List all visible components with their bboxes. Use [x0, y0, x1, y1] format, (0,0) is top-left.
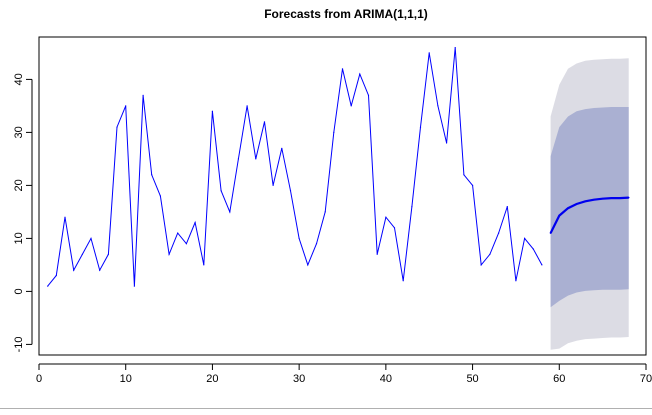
observed-point: [489, 253, 491, 255]
prediction-bands: [550, 58, 629, 350]
x-tick-label: 70: [640, 373, 652, 385]
observed-point: [64, 216, 66, 218]
observed-point: [55, 274, 57, 277]
forecast-point: [627, 196, 630, 199]
observed-point: [159, 195, 161, 197]
y-tick-label: 0: [13, 288, 25, 294]
divider: [0, 408, 652, 409]
observed-point: [472, 184, 474, 186]
observed-point: [73, 269, 75, 271]
observed-point: [90, 237, 92, 239]
observed-point: [419, 126, 422, 128]
observed-point: [376, 253, 378, 255]
observed-point: [506, 206, 508, 208]
observed-point: [411, 206, 413, 208]
observed-point: [498, 232, 500, 234]
observed-point: [177, 232, 179, 234]
observed-point: [341, 68, 344, 70]
observed-point: [125, 105, 127, 107]
series-layer: [47, 47, 630, 287]
observed-point: [454, 47, 456, 49]
observed-point: [541, 264, 543, 266]
forecast-point: [584, 200, 587, 203]
observed-point: [298, 237, 300, 239]
chart-title: Forecasts from ARIMA(1,1,1): [264, 7, 428, 21]
observed-point: [237, 158, 239, 160]
observed-point: [133, 285, 135, 287]
observed-point: [151, 174, 153, 176]
forecast-point: [619, 197, 621, 199]
y-tick-label: 30: [13, 126, 25, 138]
observed-point: [185, 243, 187, 245]
x-tick-label: 60: [553, 373, 565, 385]
observed-point: [532, 248, 534, 250]
observed-point: [194, 221, 196, 224]
observed-point: [142, 94, 144, 96]
x-tick-label: 40: [380, 373, 392, 385]
forecast-point: [575, 203, 578, 205]
observed-point: [272, 184, 274, 186]
forecast-point: [567, 207, 569, 209]
y-axis: -10 0 10 20 30 40: [13, 73, 33, 352]
forecast-point: [610, 197, 613, 199]
observed-point: [203, 264, 205, 266]
observed-point: [47, 285, 49, 287]
observed-point: [307, 264, 309, 266]
observed-point: [446, 142, 448, 144]
observed-point: [367, 94, 370, 96]
observed-point: [99, 269, 101, 271]
observed-point: [324, 211, 326, 213]
observed-point: [437, 105, 439, 107]
observed-point: [428, 52, 430, 54]
observed-point: [350, 105, 352, 107]
observed-point: [402, 280, 404, 282]
observed-point: [116, 126, 118, 128]
observed-point: [515, 280, 517, 282]
y-tick-label: -10: [13, 336, 25, 352]
plot-frame: [38, 36, 647, 356]
band-80: [550, 107, 629, 308]
forecast-point: [558, 214, 561, 217]
x-tick-label: 0: [36, 373, 42, 385]
forecast-point: [601, 197, 604, 200]
observed-point: [229, 211, 231, 213]
y-tick-label: 40: [13, 73, 25, 85]
observed-point: [333, 131, 335, 133]
y-tick-label: 20: [13, 179, 25, 191]
observed-point: [107, 253, 109, 255]
forecast-point: [549, 232, 552, 234]
x-tick-label: 50: [466, 373, 478, 385]
x-axis: 0 10 20 30 40 50 60 70: [36, 363, 652, 385]
observed-point: [255, 158, 257, 160]
observed-point: [393, 227, 396, 229]
observed-series-line: [47, 47, 543, 287]
observed-point: [480, 264, 482, 266]
observed-point: [524, 237, 526, 239]
y-tick-label: 10: [13, 232, 25, 244]
observed-point: [281, 147, 283, 149]
observed-point: [315, 243, 318, 245]
x-tick-label: 20: [206, 373, 218, 385]
x-tick-label: 30: [293, 373, 305, 385]
observed-point: [246, 105, 248, 107]
observed-point: [385, 216, 387, 218]
observed-point: [168, 253, 170, 255]
x-tick-label: 10: [120, 373, 132, 385]
observed-point: [289, 190, 292, 192]
observed-point: [263, 121, 266, 123]
observed-point: [220, 190, 222, 192]
observed-point: [211, 110, 213, 112]
observed-point: [81, 253, 83, 255]
forecast-point: [593, 198, 595, 201]
observed-point: [359, 73, 361, 75]
observed-point: [463, 174, 465, 176]
forecast-mean-line: [549, 196, 629, 234]
